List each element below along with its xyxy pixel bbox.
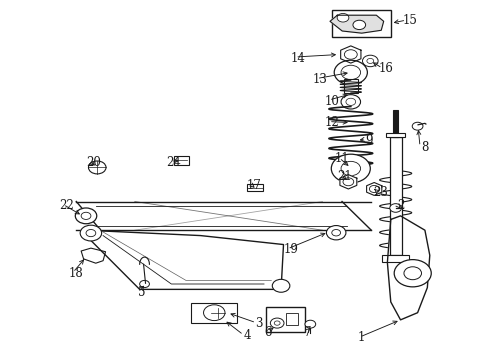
Text: 3: 3 bbox=[255, 317, 263, 330]
Circle shape bbox=[305, 320, 315, 328]
Text: 2: 2 bbox=[396, 199, 404, 212]
Circle shape bbox=[333, 60, 366, 85]
Text: 9: 9 bbox=[365, 134, 372, 147]
Circle shape bbox=[336, 13, 348, 22]
Circle shape bbox=[270, 318, 284, 328]
Circle shape bbox=[345, 98, 355, 105]
Circle shape bbox=[368, 185, 378, 193]
Text: 16: 16 bbox=[378, 62, 392, 75]
Text: 18: 18 bbox=[69, 267, 83, 280]
Circle shape bbox=[340, 161, 360, 176]
Text: 4: 4 bbox=[243, 329, 250, 342]
Circle shape bbox=[81, 212, 91, 220]
Bar bbox=[190, 303, 237, 323]
Bar bbox=[389, 137, 401, 255]
Circle shape bbox=[210, 308, 224, 318]
Bar bbox=[381, 255, 408, 262]
Circle shape bbox=[340, 65, 360, 80]
Circle shape bbox=[80, 225, 102, 241]
Text: 10: 10 bbox=[324, 95, 339, 108]
Text: 6: 6 bbox=[264, 326, 271, 339]
Bar bbox=[392, 110, 397, 137]
Circle shape bbox=[352, 20, 365, 30]
Bar bbox=[173, 156, 189, 165]
Circle shape bbox=[340, 95, 360, 109]
Circle shape bbox=[203, 305, 224, 320]
Bar bbox=[331, 10, 390, 37]
Text: 5: 5 bbox=[138, 287, 145, 300]
Circle shape bbox=[330, 154, 369, 183]
Circle shape bbox=[274, 321, 280, 325]
Bar bbox=[266, 307, 305, 332]
Circle shape bbox=[403, 267, 421, 280]
Circle shape bbox=[411, 122, 422, 130]
Circle shape bbox=[344, 50, 357, 59]
Text: 20: 20 bbox=[86, 156, 101, 168]
Text: 24: 24 bbox=[166, 156, 181, 168]
Circle shape bbox=[366, 58, 373, 63]
Circle shape bbox=[331, 229, 340, 236]
Polygon shape bbox=[366, 183, 381, 195]
Polygon shape bbox=[340, 46, 360, 63]
Text: 12: 12 bbox=[324, 116, 339, 129]
Circle shape bbox=[272, 279, 289, 292]
Polygon shape bbox=[81, 248, 105, 263]
Circle shape bbox=[140, 280, 149, 288]
Text: 7: 7 bbox=[304, 326, 311, 339]
Bar bbox=[285, 313, 298, 325]
Text: 22: 22 bbox=[59, 199, 74, 212]
Text: 15: 15 bbox=[402, 14, 417, 27]
Circle shape bbox=[86, 229, 96, 237]
Polygon shape bbox=[386, 216, 429, 320]
Text: 13: 13 bbox=[312, 73, 327, 86]
Polygon shape bbox=[329, 15, 383, 33]
Text: 19: 19 bbox=[283, 243, 298, 256]
Circle shape bbox=[342, 178, 353, 186]
Circle shape bbox=[389, 204, 401, 212]
Text: 11: 11 bbox=[334, 152, 349, 165]
Text: 1: 1 bbox=[357, 331, 365, 344]
Circle shape bbox=[393, 260, 430, 287]
Polygon shape bbox=[339, 175, 356, 189]
Text: 23: 23 bbox=[373, 186, 387, 199]
Circle shape bbox=[326, 226, 345, 240]
Text: 17: 17 bbox=[246, 179, 261, 192]
Polygon shape bbox=[86, 235, 283, 289]
Bar bbox=[246, 184, 262, 192]
Circle shape bbox=[75, 208, 97, 224]
Text: 14: 14 bbox=[290, 51, 305, 64]
Text: 21: 21 bbox=[336, 170, 351, 183]
Circle shape bbox=[88, 161, 106, 174]
Circle shape bbox=[362, 55, 377, 67]
Bar bbox=[343, 78, 357, 93]
Bar bbox=[385, 133, 405, 137]
Text: 8: 8 bbox=[420, 141, 427, 154]
